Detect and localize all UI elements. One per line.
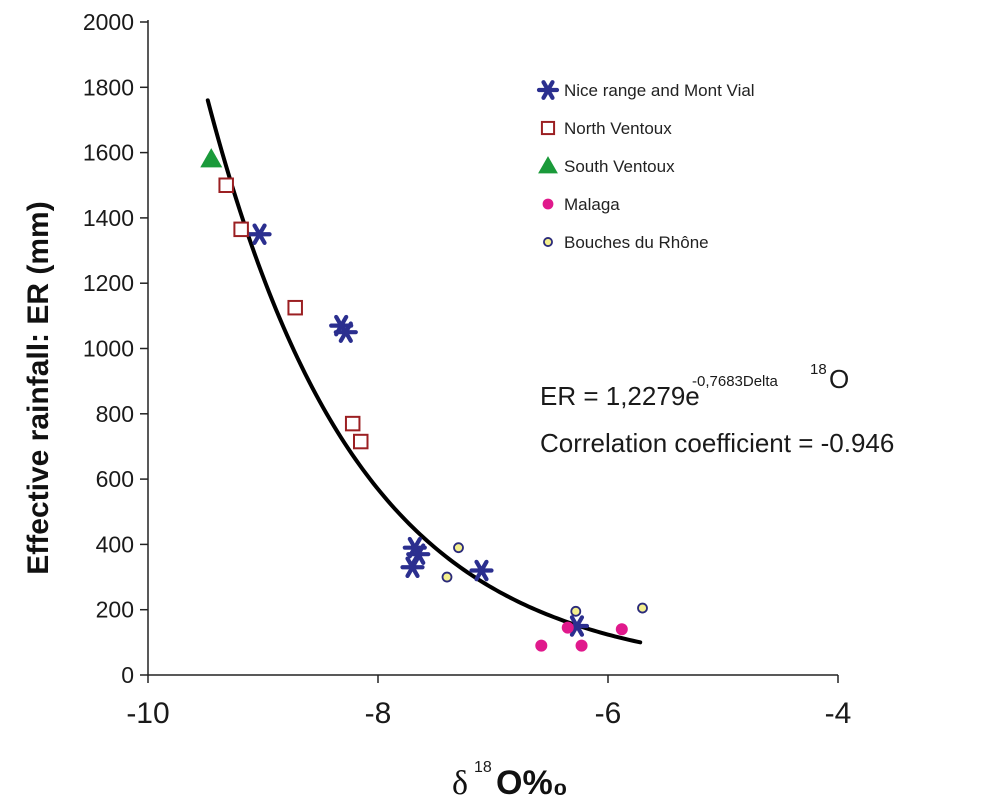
legend-marker bbox=[536, 80, 560, 100]
y-tick-label: 1600 bbox=[83, 140, 134, 166]
x-tick-label: -10 bbox=[126, 697, 169, 730]
data-point bbox=[287, 299, 303, 316]
data-point bbox=[469, 559, 494, 582]
y-axis-label: Effective rainfall: ER (mm) bbox=[22, 201, 55, 574]
x-axis-label-superscript: 18 bbox=[474, 759, 492, 776]
correlation-annotation: Correlation coefficient = -0.946 bbox=[540, 428, 894, 458]
data-point bbox=[200, 148, 223, 168]
data-points bbox=[200, 148, 648, 652]
y-tick-label: 2000 bbox=[83, 9, 134, 35]
x-axis-label-main: O%₀ bbox=[496, 764, 568, 802]
y-tick-label: 400 bbox=[96, 531, 134, 557]
data-point bbox=[637, 602, 648, 614]
series-4 bbox=[441, 542, 648, 617]
legend-item: South Ventoux bbox=[538, 156, 675, 176]
legend-marker bbox=[542, 198, 554, 210]
y-axis-ticks: 0 200 400 600 800 1000 1200 1400 1600 1800 2000 bbox=[83, 9, 148, 688]
data-point bbox=[400, 556, 425, 579]
series-0 bbox=[247, 223, 590, 637]
y-tick-label: 0 bbox=[121, 662, 134, 688]
legend-item: Nice range and Mont Vial bbox=[536, 80, 755, 100]
y-tick-label: 800 bbox=[96, 401, 134, 427]
y-tick-label: 1400 bbox=[83, 205, 134, 231]
marker-stroke bbox=[541, 80, 555, 100]
legend-label: Bouches du Rhône bbox=[564, 233, 709, 252]
legend: Nice range and Mont Vial North Ventoux Sou… bbox=[536, 80, 755, 252]
data-point bbox=[218, 177, 234, 193]
legend-marker bbox=[538, 156, 558, 174]
data-point bbox=[353, 433, 369, 450]
equation-exponent: -0,7683Delta bbox=[692, 373, 779, 390]
marker-stroke bbox=[569, 615, 585, 637]
equation-prefix: ER = 1,2279e bbox=[540, 381, 700, 411]
data-point bbox=[233, 221, 249, 238]
data-point bbox=[615, 623, 628, 636]
equation-suffix: O bbox=[829, 364, 849, 394]
y-tick-label: 1000 bbox=[83, 336, 134, 362]
data-point bbox=[570, 605, 582, 617]
legend-label: Nice range and Mont Vial bbox=[564, 81, 755, 100]
marker-stroke bbox=[405, 556, 420, 579]
marker-stroke bbox=[474, 559, 489, 582]
x-axis-label-symbol: δ bbox=[452, 765, 468, 802]
data-point bbox=[344, 415, 361, 432]
y-tick-label: 200 bbox=[96, 597, 134, 623]
equation-annotation: ER = 1,2279e -0,7683Delta 18 O bbox=[540, 361, 849, 411]
x-tick-label: -8 bbox=[365, 697, 392, 730]
marker-stroke bbox=[338, 321, 353, 343]
legend-marker bbox=[540, 120, 556, 136]
marker-stroke bbox=[252, 223, 267, 245]
legend-marker bbox=[543, 237, 553, 247]
x-axis-label: δ 18 O%₀ bbox=[452, 759, 568, 802]
series-1 bbox=[218, 177, 369, 450]
data-point bbox=[247, 223, 272, 245]
series-3 bbox=[535, 621, 628, 652]
x-tick-label: -6 bbox=[595, 697, 622, 730]
legend-item: Bouches du Rhône bbox=[543, 233, 709, 252]
data-point bbox=[333, 321, 358, 343]
data-point bbox=[561, 621, 574, 634]
y-tick-label: 1200 bbox=[83, 270, 134, 296]
data-point bbox=[575, 639, 588, 652]
legend-label: Malaga bbox=[564, 195, 620, 214]
y-tick-label: 600 bbox=[96, 466, 134, 492]
data-point bbox=[453, 542, 464, 554]
legend-item: North Ventoux bbox=[540, 119, 672, 138]
equation-superscript: 18 bbox=[810, 361, 827, 378]
data-point bbox=[441, 571, 453, 583]
series-2 bbox=[200, 148, 223, 168]
data-point bbox=[535, 639, 548, 652]
plot-axes bbox=[147, 20, 838, 676]
legend-label: North Ventoux bbox=[564, 119, 672, 138]
x-tick-label: -4 bbox=[825, 697, 852, 730]
legend-item: Malaga bbox=[542, 195, 620, 214]
x-axis-ticks: -10 -8 -6 -4 bbox=[126, 675, 851, 730]
legend-label: South Ventoux bbox=[564, 157, 675, 176]
y-tick-label: 1800 bbox=[83, 74, 134, 100]
